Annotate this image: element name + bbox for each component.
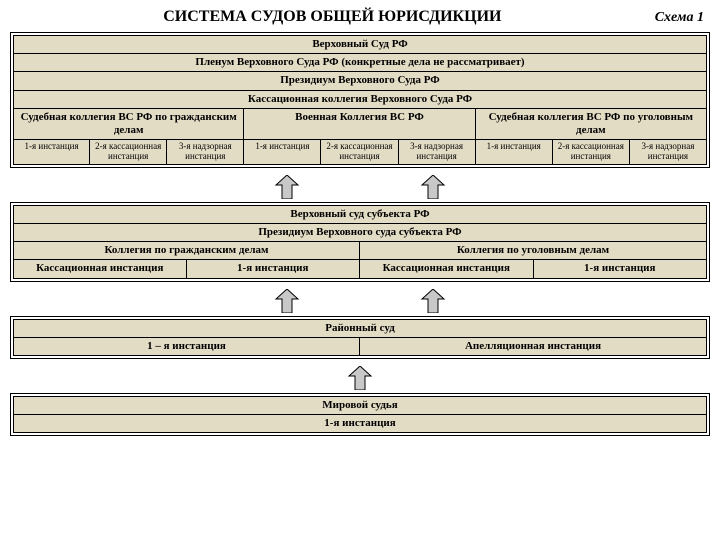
subject-presidium: Президиум Верховного суда субъекта РФ	[13, 224, 707, 242]
district-appeal: Апелляционная инстанция	[360, 338, 707, 356]
district-court-block: Районный суд 1 – я инстанция Апелляционн…	[10, 316, 710, 359]
up-arrow-icon	[347, 366, 373, 390]
inst-cell: 3-я надзорная инстанция	[630, 140, 707, 165]
subject-cell: Кассационная инстанция	[13, 260, 187, 278]
subject-civil: Коллегия по гражданским делам	[13, 242, 360, 260]
subject-cell: 1-я инстанция	[187, 260, 361, 278]
collegium-civil: Судебная коллегия ВС РФ по гражданским д…	[13, 109, 244, 140]
magistrate-block: Мировой судья 1-я инстанция	[10, 393, 710, 436]
subject-cell: 1-я инстанция	[534, 260, 708, 278]
arrows-row-3	[10, 363, 710, 393]
up-arrow-icon	[420, 289, 446, 313]
scheme-label: Схема 1	[655, 10, 710, 26]
magistrate-title: Мировой судья	[13, 396, 707, 415]
inst-cell: 1-я инстанция	[244, 140, 321, 165]
supreme-court-title: Верховный Суд РФ	[13, 35, 707, 54]
subject-criminal: Коллегия по уголовным делам	[360, 242, 707, 260]
collegium-military: Военная Коллегия ВС РФ	[244, 109, 475, 140]
inst-cell: 2-я кассационная инстанция	[553, 140, 630, 165]
up-arrow-icon	[274, 175, 300, 199]
up-arrow-icon	[274, 289, 300, 313]
cassation-row: Кассационная коллегия Верховного Суда РФ	[13, 91, 707, 109]
supreme-court-block: Верховный Суд РФ Пленум Верховного Суда …	[10, 32, 710, 168]
arrows-row-1	[10, 172, 710, 202]
inst-cell: 2-я кассационная инстанция	[321, 140, 398, 165]
inst-cell: 3-я надзорная инстанция	[167, 140, 244, 165]
inst-cell: 2-я кассационная инстанция	[90, 140, 167, 165]
inst-cell: 1-я инстанция	[13, 140, 90, 165]
magistrate-instance: 1-я инстанция	[13, 415, 707, 433]
plenum-row: Пленум Верховного Суда РФ (конкретные де…	[13, 54, 707, 72]
presidium-row: Президиум Верховного Суда РФ	[13, 72, 707, 90]
up-arrow-icon	[420, 175, 446, 199]
district-court-title: Районный суд	[13, 319, 707, 338]
arrows-row-2	[10, 286, 710, 316]
subject-cell: Кассационная инстанция	[360, 260, 534, 278]
subject-court-title: Верховный суд субъекта РФ	[13, 205, 707, 224]
district-first: 1 – я инстанция	[13, 338, 360, 356]
page-title: СИСТЕМА СУДОВ ОБЩЕЙ ЮРИСДИКЦИИ	[10, 8, 655, 26]
inst-cell: 1-я инстанция	[476, 140, 553, 165]
subject-court-block: Верховный суд субъекта РФ Президиум Верх…	[10, 202, 710, 282]
collegium-criminal: Судебная коллегия ВС РФ по уголовным дел…	[476, 109, 707, 140]
inst-cell: 3-я надзорная инстанция	[399, 140, 476, 165]
